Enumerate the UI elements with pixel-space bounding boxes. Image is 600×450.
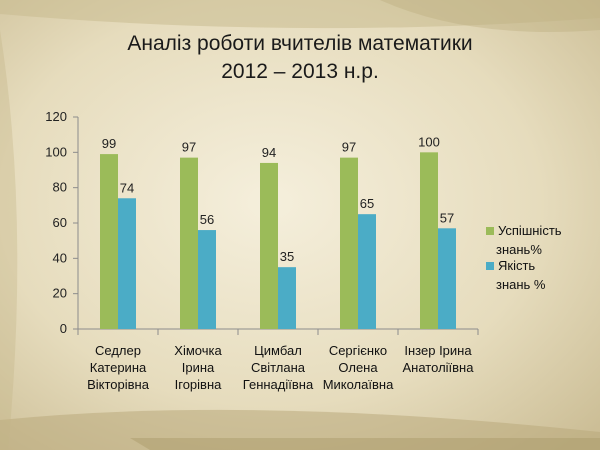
chart-title-line-1: Аналіз роботи вчителів математики: [127, 32, 473, 55]
data-label: 65: [360, 196, 374, 211]
y-tick-label: 20: [53, 286, 67, 301]
data-label: 97: [342, 140, 356, 155]
chart-title: Аналіз роботи вчителів математики 2012 –…: [0, 30, 600, 86]
data-label: 35: [280, 249, 294, 264]
y-tick-label: 100: [45, 144, 67, 159]
bar: [358, 214, 376, 329]
category-label: Сергієнко Олена Миколаївна: [323, 343, 394, 392]
legend-swatch: [486, 262, 494, 270]
data-label: 94: [262, 145, 276, 160]
data-labels: 99 97 94 97 100 74 56 35 65 57: [102, 134, 454, 264]
category-label: Цимбал Світлана Геннадіївна: [243, 343, 314, 392]
category-label: Хімочка Ірина Ігорівна: [174, 343, 222, 392]
data-label: 74: [120, 180, 134, 195]
bar: [100, 154, 118, 329]
y-tick-label: 0: [60, 321, 67, 336]
bar: [438, 228, 456, 329]
category-label: Седлер Катерина Вікторівна: [87, 343, 150, 392]
data-label: 97: [182, 140, 196, 155]
x-axis: Седлер Катерина Вікторівна Хімочка Ірина Ігор…: [77, 328, 479, 392]
bar: [340, 157, 358, 329]
y-tick-label: 40: [53, 250, 67, 265]
bar: [118, 198, 136, 329]
y-tick-label: 60: [53, 215, 67, 230]
bars: [100, 152, 456, 329]
bar: [198, 230, 216, 329]
bar: [278, 267, 296, 329]
chart-title-line-2: 2012 – 2013 н.р.: [221, 60, 379, 83]
y-axis: 0 20 40 60 80 100 120: [45, 109, 79, 336]
data-label: 56: [200, 212, 214, 227]
bar: [180, 157, 198, 329]
category-label: Інзер Ірина Анатоліївна: [403, 343, 475, 375]
legend-label: Якість знань %: [496, 258, 546, 292]
bar: [260, 162, 278, 329]
data-label: 57: [440, 210, 454, 225]
legend-swatch: [486, 227, 494, 235]
y-tick-label: 120: [45, 109, 67, 124]
bar: [420, 152, 438, 329]
data-label: 99: [102, 136, 116, 151]
legend: Успішність знань%Якість знань %: [486, 223, 562, 292]
y-tick-label: 80: [53, 180, 67, 195]
legend-label: Успішність знань%: [496, 223, 562, 257]
data-label: 100: [418, 134, 440, 149]
